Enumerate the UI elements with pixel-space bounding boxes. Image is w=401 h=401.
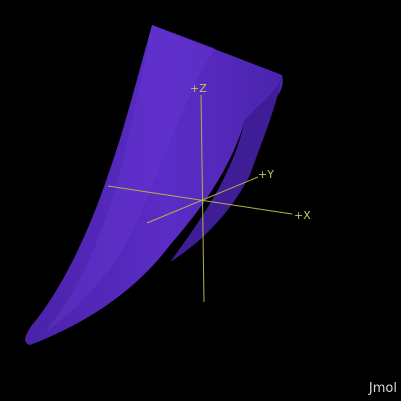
x-axis-label: +X <box>294 209 311 222</box>
z-axis-label: +Z <box>190 82 207 95</box>
y-axis-label: +Y <box>258 168 274 181</box>
jmol-watermark: Jmol <box>368 381 397 396</box>
x-axis-line <box>107 185 293 215</box>
axes-group: +Z +Y +X <box>107 82 311 303</box>
isosurface-highlight <box>45 25 215 332</box>
isosurface-front <box>25 25 283 345</box>
y-axis-line <box>146 176 259 224</box>
isosurface-fold <box>170 75 282 262</box>
z-axis-line <box>200 94 205 303</box>
